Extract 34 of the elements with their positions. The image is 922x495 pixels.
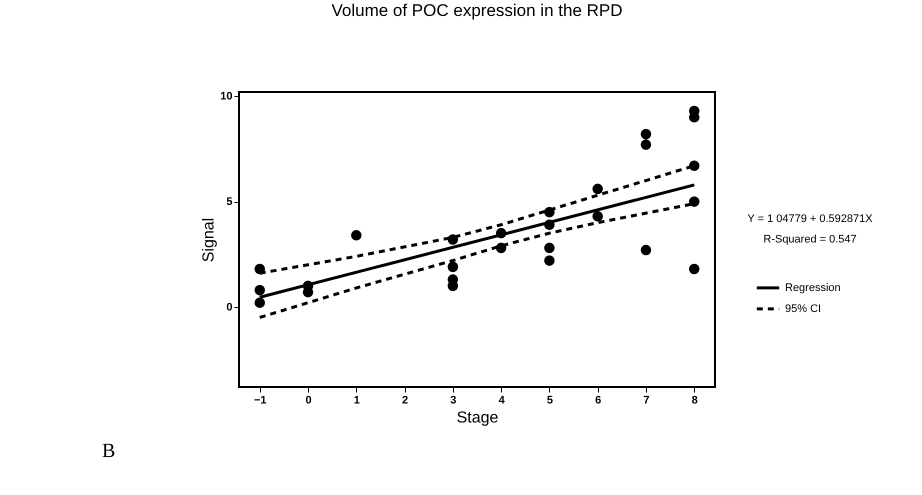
point (448, 262, 458, 272)
x-tick-label: 2 (402, 394, 408, 406)
point (351, 230, 362, 241)
y-tick-label: 0 (226, 301, 232, 314)
point (592, 184, 603, 194)
point (640, 139, 652, 150)
x-tick-label: 3 (450, 394, 456, 406)
point (254, 284, 266, 296)
point (688, 196, 700, 207)
x-tick-label: 5 (546, 394, 553, 406)
x-tick-label: 8 (692, 394, 698, 406)
point (544, 242, 555, 254)
x-tick-label: −1 (254, 394, 267, 406)
point (640, 128, 652, 140)
x-tick-label: 7 (643, 394, 650, 406)
x-tick-label: 0 (305, 394, 312, 406)
chart-title: Volume of POC expression in the RPD (331, 1, 623, 20)
text: B (102, 440, 116, 462)
x-axis-title: Stage (456, 410, 499, 426)
point (254, 297, 266, 308)
point (592, 211, 603, 222)
y-axis-title: Signal (200, 218, 218, 262)
point (544, 255, 555, 266)
x-tick-label: 1 (354, 394, 360, 406)
y-tick-label: 5 (226, 196, 232, 208)
x-tick-label: 4 (498, 394, 506, 406)
legend-label: Regression (785, 282, 841, 294)
legend-label: 95% CI (785, 302, 822, 315)
text: R-Squared = 0.547 (763, 234, 857, 246)
y-tick-label: 10 (220, 90, 232, 103)
text: Y = 1 04779 + 0.592871X (747, 212, 874, 225)
point (688, 264, 700, 274)
x-tick-label: 6 (595, 394, 602, 406)
point (640, 244, 652, 256)
